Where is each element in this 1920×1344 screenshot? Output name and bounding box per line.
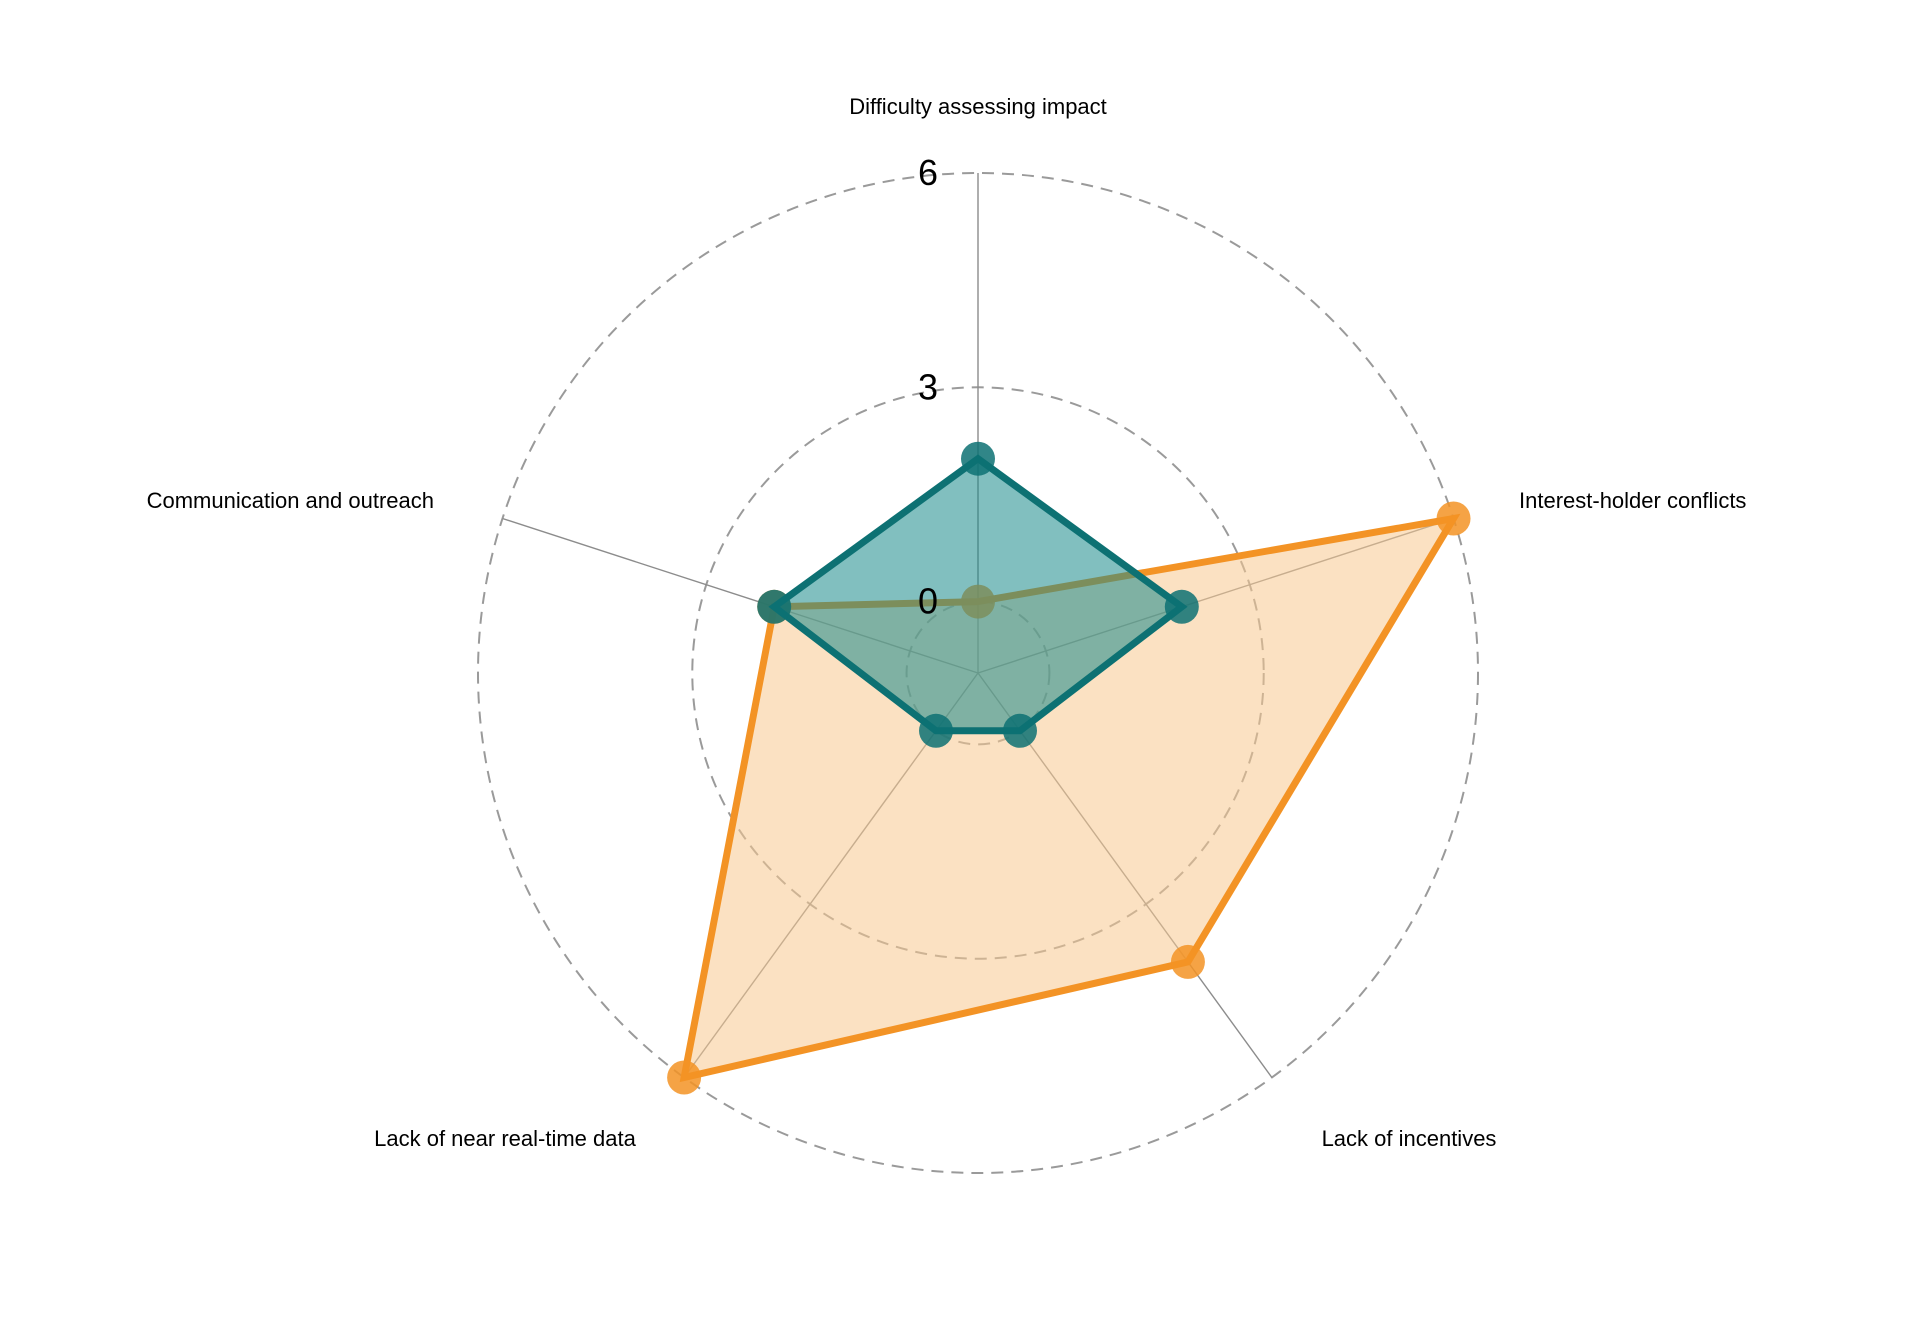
grid-ring bbox=[477, 172, 1479, 1174]
axis-label: Interest-holder conflicts bbox=[1519, 488, 1746, 513]
series-1 bbox=[757, 441, 1199, 748]
axis-label: Communication and outreach bbox=[147, 488, 434, 513]
data-point bbox=[1170, 944, 1205, 979]
data-point bbox=[667, 1060, 702, 1095]
data-point bbox=[1002, 713, 1037, 748]
tick-label: 6 bbox=[918, 152, 938, 193]
series-layer bbox=[667, 441, 1471, 1095]
tick-label: 0 bbox=[918, 581, 938, 622]
axis-label: Lack of incentives bbox=[1322, 1126, 1497, 1151]
data-point bbox=[919, 713, 954, 748]
axis-label: Difficulty assessing impact bbox=[849, 94, 1107, 119]
axis-labels: Difficulty assessing impact Interest-hold… bbox=[147, 94, 1747, 1151]
data-point bbox=[757, 589, 792, 624]
tick-label: 3 bbox=[918, 366, 938, 407]
tick-labels: 0 3 6 bbox=[918, 152, 938, 622]
series-area bbox=[768, 454, 1188, 735]
axis-label: Lack of near real-time data bbox=[374, 1126, 636, 1151]
data-point bbox=[1436, 501, 1471, 536]
data-point bbox=[961, 441, 995, 476]
data-point bbox=[1164, 589, 1199, 624]
